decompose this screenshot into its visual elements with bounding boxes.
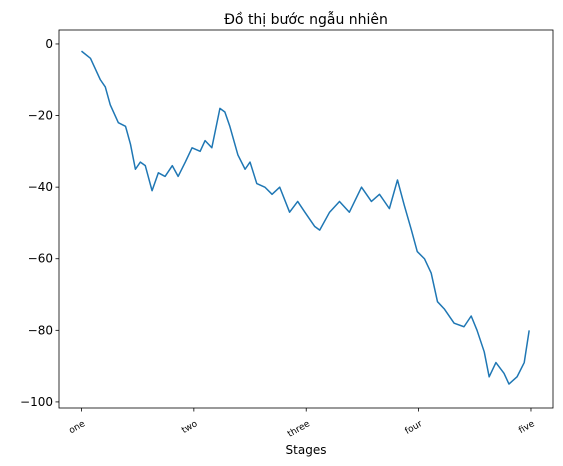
chart-title: Đồ thị bước ngẫu nhiên: [224, 11, 388, 28]
y-tick-label: 0: [45, 37, 53, 51]
x-tick-label: two: [180, 419, 200, 436]
x-tick-label: one: [68, 419, 88, 436]
x-tick-label: three: [286, 419, 312, 440]
y-tick-label: −40: [28, 180, 53, 194]
line-series: [81, 50, 530, 385]
x-axis-label: Stages: [286, 443, 327, 457]
x-tick-label: four: [404, 419, 425, 437]
y-tick-label: −60: [28, 252, 53, 266]
x-tick-label: five: [517, 419, 537, 436]
plot-frame: [58, 29, 554, 409]
y-tick-label: −80: [28, 323, 53, 337]
y-tick-label: −20: [28, 109, 53, 123]
y-tick-label: −100: [20, 395, 53, 409]
